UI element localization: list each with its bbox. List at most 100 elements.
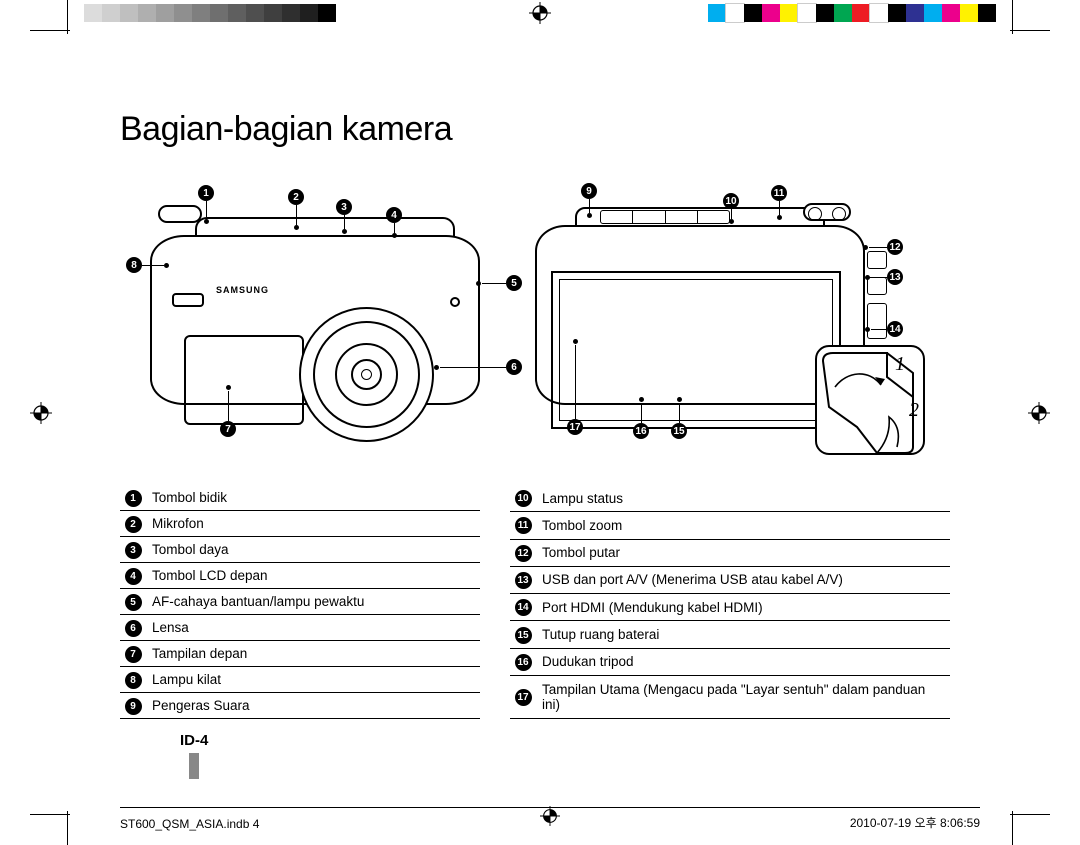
callout-dot bbox=[863, 245, 868, 250]
parts-row: 15Tutup ruang baterai bbox=[510, 621, 950, 648]
callout-badge: 12 bbox=[887, 239, 903, 255]
parts-row: 8Lampu kilat bbox=[120, 667, 480, 693]
part-number-badge: 5 bbox=[125, 594, 142, 611]
part-number-badge: 9 bbox=[125, 698, 142, 715]
top-button-plate bbox=[600, 210, 730, 224]
callout-leader bbox=[575, 345, 576, 419]
part-label: Port HDMI (Mendukung kabel HDMI) bbox=[536, 594, 950, 621]
part-number-badge: 7 bbox=[125, 646, 142, 663]
part-label: Tampilan Utama (Mengacu pada "Layar sent… bbox=[536, 675, 950, 718]
part-number-badge: 14 bbox=[515, 599, 532, 616]
callout-badge: 6 bbox=[506, 359, 522, 375]
parts-row: 6Lensa bbox=[120, 615, 480, 641]
crop-mark bbox=[1012, 811, 1013, 845]
side-port bbox=[867, 303, 887, 339]
callout-badge: 7 bbox=[220, 421, 236, 437]
part-number-badge: 4 bbox=[125, 568, 142, 585]
callout-leader bbox=[731, 209, 732, 219]
part-number-badge: 8 bbox=[125, 672, 142, 689]
shutter-button bbox=[158, 205, 202, 223]
zoom-control bbox=[803, 203, 851, 221]
callout-badge: 8 bbox=[126, 257, 142, 273]
parts-table-left: 1Tombol bidik2Mikrofon3Tombol daya4Tombo… bbox=[120, 485, 480, 719]
part-label: Tombol putar bbox=[536, 539, 950, 566]
part-label: Lampu status bbox=[536, 485, 950, 512]
parts-row: 11Tombol zoom bbox=[510, 512, 950, 539]
part-number-badge: 2 bbox=[125, 516, 142, 533]
callout-dot bbox=[777, 215, 782, 220]
side-port bbox=[867, 277, 887, 295]
battery-door-inset: 1 2 bbox=[815, 345, 925, 455]
callout-badge: 5 bbox=[506, 275, 522, 291]
callout-leader bbox=[206, 201, 207, 217]
page: Bagian-bagian kamera SAMSUNG bbox=[0, 0, 1080, 845]
page-number-text: ID-4 bbox=[180, 732, 208, 749]
parts-row: 3Tombol daya bbox=[120, 537, 480, 563]
registration-mark-icon bbox=[540, 806, 560, 829]
callout-badge: 17 bbox=[567, 419, 583, 435]
part-label: Tampilan depan bbox=[146, 641, 480, 667]
part-label: Mikrofon bbox=[146, 511, 480, 537]
crop-mark bbox=[1010, 814, 1050, 815]
callout-badge: 3 bbox=[336, 199, 352, 215]
callout-dot bbox=[639, 397, 644, 402]
callout-dot bbox=[729, 219, 734, 224]
parts-row: 5AF-cahaya bantuan/lampu pewaktu bbox=[120, 589, 480, 615]
parts-table-right: 10Lampu status11Tombol zoom 12Tombol puta… bbox=[510, 485, 950, 719]
crop-mark bbox=[30, 814, 70, 815]
part-number-badge: 11 bbox=[515, 517, 532, 534]
part-number-badge: 1 bbox=[125, 490, 142, 507]
callout-leader bbox=[440, 367, 506, 368]
callout-dot bbox=[865, 327, 870, 332]
lens bbox=[299, 307, 434, 442]
page-number-bar bbox=[189, 753, 199, 779]
callout-badge: 14 bbox=[887, 321, 903, 337]
color-bar bbox=[708, 4, 996, 22]
crop-mark bbox=[1010, 30, 1050, 31]
callout-badge: 15 bbox=[671, 423, 687, 439]
part-label: Tombol bidik bbox=[146, 485, 480, 511]
diagrams: SAMSUNG 12345678 bbox=[120, 175, 960, 465]
grayscale-bar bbox=[84, 4, 336, 22]
part-number-badge: 10 bbox=[515, 490, 532, 507]
page-number: ID-4 bbox=[180, 732, 208, 779]
registration-mark-icon bbox=[30, 402, 52, 429]
part-label: Lampu kilat bbox=[146, 667, 480, 693]
callout-leader bbox=[779, 201, 780, 215]
parts-row: 4Tombol LCD depan bbox=[120, 563, 480, 589]
parts-row: 16Dudukan tripod bbox=[510, 648, 950, 675]
part-number-badge: 13 bbox=[515, 572, 532, 589]
callout-badge: 11 bbox=[771, 185, 787, 201]
part-number-badge: 12 bbox=[515, 545, 532, 562]
side-button bbox=[867, 251, 887, 269]
callout-dot bbox=[476, 281, 481, 286]
callout-leader bbox=[869, 247, 887, 248]
camera-back-diagram: 1 2 91011121314151617 bbox=[535, 195, 875, 415]
part-label: Pengeras Suara bbox=[146, 693, 480, 719]
callout-badge: 2 bbox=[288, 189, 304, 205]
callout-badge: 9 bbox=[581, 183, 597, 199]
callout-leader bbox=[871, 329, 887, 330]
registration-mark-icon bbox=[529, 2, 551, 29]
part-number-badge: 3 bbox=[125, 542, 142, 559]
callout-leader bbox=[142, 265, 164, 266]
callout-badge: 10 bbox=[723, 193, 739, 209]
part-label: Dudukan tripod bbox=[536, 648, 950, 675]
parts-row: 13USB dan port A/V (Menerima USB atau ka… bbox=[510, 566, 950, 593]
callout-dot bbox=[164, 263, 169, 268]
callout-badge: 1 bbox=[198, 185, 214, 201]
brand-text: SAMSUNG bbox=[216, 285, 269, 295]
main-screen bbox=[551, 271, 841, 429]
parts-row: 1Tombol bidik bbox=[120, 485, 480, 511]
callout-leader bbox=[641, 403, 642, 423]
parts-row: 9Pengeras Suara bbox=[120, 693, 480, 719]
callout-dot bbox=[226, 385, 231, 390]
part-number-badge: 16 bbox=[515, 654, 532, 671]
part-number-badge: 17 bbox=[515, 689, 532, 706]
callout-leader bbox=[344, 215, 345, 229]
callout-leader bbox=[589, 199, 590, 213]
callout-dot bbox=[342, 229, 347, 234]
af-lamp bbox=[450, 297, 460, 307]
callout-leader bbox=[679, 403, 680, 423]
callout-dot bbox=[392, 233, 397, 238]
